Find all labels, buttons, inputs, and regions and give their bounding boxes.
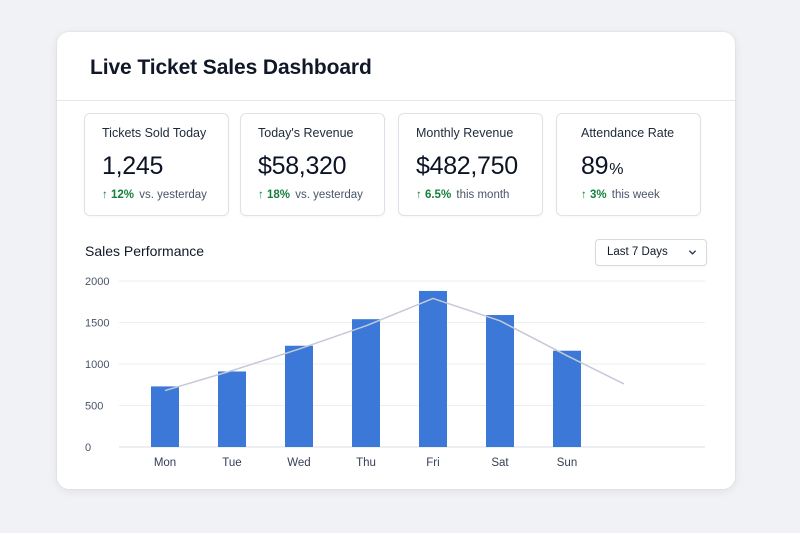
kpi-trend: ↑ 12% vs. yesterday [102,189,207,201]
page-title: Live Ticket Sales Dashboard [90,56,372,79]
kpi-value: $482,750 [416,152,518,180]
kpi-trend: ↑ 6.5% this month [416,189,510,201]
kpi-label: Monthly Revenue [416,126,514,140]
y-tick-label: 1000 [85,359,109,371]
date-range-value: Last 7 Days [607,246,668,258]
x-tick-label: Wed [287,457,310,469]
kpi-value: 1,245 [102,152,164,180]
kpi-label: Today's Revenue [258,126,354,140]
trend-up-icon: ↑ [102,189,108,201]
bar-mon [151,386,179,447]
y-tick-label: 0 [85,442,91,454]
bar-fri [419,290,447,447]
date-range-select[interactable]: Last 7 Days [595,239,707,266]
trend-up-icon: ↑ [258,189,264,201]
kpi-value: 89% [581,152,624,180]
dashboard-header: Live Ticket Sales Dashboard [57,32,735,101]
bar-sat [486,315,514,447]
x-tick-label: Thu [356,457,376,469]
kpi-card-attendance-rate: Attendance Rate 89% ↑ 3% this week [556,113,701,216]
chevron-down-icon [689,250,696,255]
bar-sun [553,350,581,447]
bar-tue [218,371,246,447]
x-tick-label: Sat [491,457,509,469]
sales-performance-title: Sales Performance [85,243,205,259]
sales-performance-chart: 0 500 1000 1500 2000 Mon Tue Wed Thu Fri Sat Sun [85,276,705,469]
kpi-label: Attendance Rate [581,126,675,140]
y-tick-label: 500 [85,401,103,413]
x-tick-label: Tue [222,457,241,469]
x-tick-label: Fri [426,457,439,469]
kpi-card-todays-revenue: Today's Revenue $58,320 ↑ 18% vs. yester… [240,113,385,216]
trend-line [164,297,625,392]
kpi-label: Tickets Sold Today [102,126,207,140]
kpi-value: $58,320 [258,152,347,180]
dashboard-panel: Live Ticket Sales Dashboard Tickets Sold… [57,32,735,489]
bar-thu [352,319,380,447]
x-tick-label: Sun [557,457,577,469]
y-tick-label: 1500 [85,318,109,330]
bar-wed [285,345,313,447]
x-tick-label: Mon [154,457,176,469]
kpi-card-tickets-sold: Tickets Sold Today 1,245 ↑ 12% vs. yeste… [84,113,229,216]
kpi-trend: ↑ 18% vs. yesterday [258,189,363,201]
y-tick-label: 2000 [85,276,109,288]
kpi-card-monthly-revenue: Monthly Revenue $482,750 ↑ 6.5% this mon… [398,113,543,216]
trend-up-icon: ↑ [581,189,587,201]
kpi-trend: ↑ 3% this week [581,189,660,201]
trend-up-icon: ↑ [416,189,422,201]
